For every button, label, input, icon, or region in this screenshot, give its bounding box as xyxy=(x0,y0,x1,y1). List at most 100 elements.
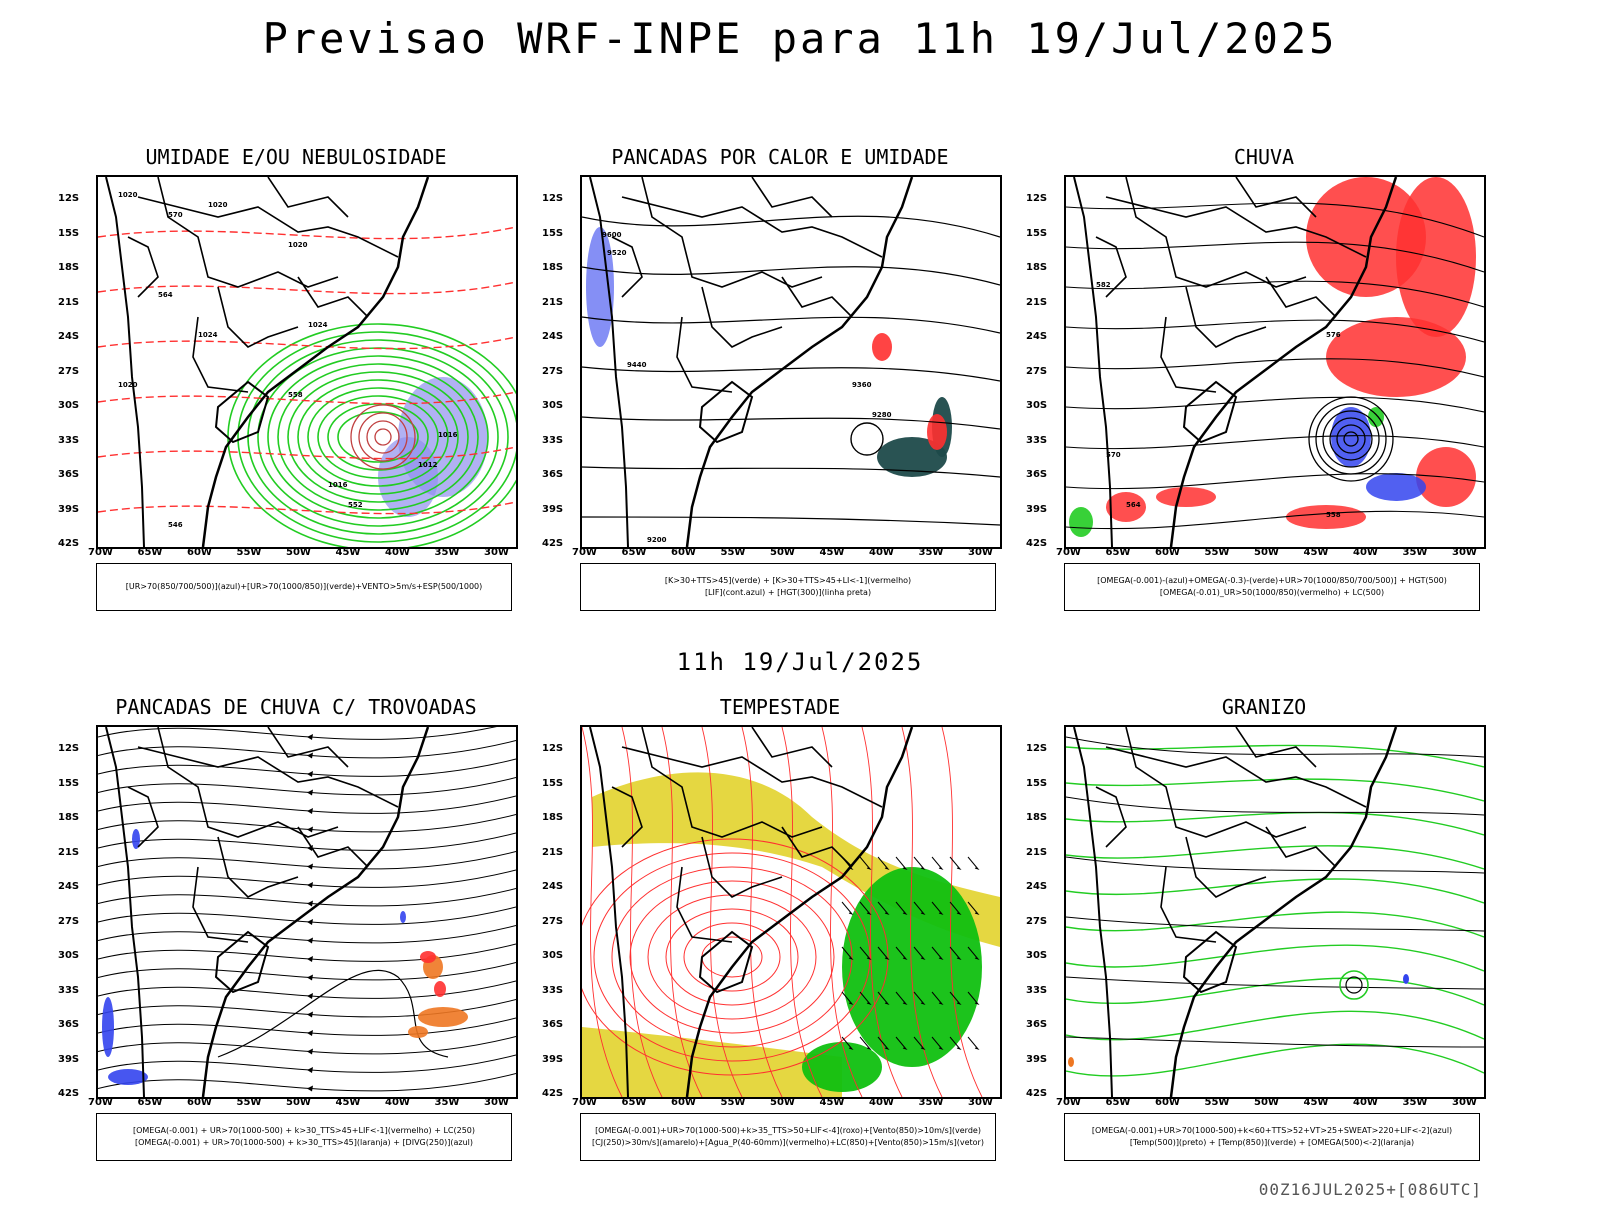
panel-chuva: CHUVA 582 576 570 564 558 [OMEGA(-0.001)-(az… xyxy=(1014,145,1514,655)
lon-tick-label: 70W xyxy=(1056,547,1081,558)
panel-title: PANCADAS DE CHUVA C/ TROVOADAS xyxy=(115,695,477,719)
lat-tick-label: 39S xyxy=(542,503,564,515)
lon-tick-label: 55W xyxy=(1204,547,1230,558)
lon-tick-label: 65W xyxy=(621,547,647,558)
lon-tick-label: 45W xyxy=(819,1097,845,1108)
lat-tick-label: 18S xyxy=(58,812,80,823)
lat-tick-label: 33S xyxy=(1026,984,1048,996)
panel-legend: [OMEGA(-0.001)-(azul)+OMEGA(-0.3)-(verde… xyxy=(1064,563,1480,611)
panel-legend: [UR>70(850/700/500)](azul)+[UR>70(1000/8… xyxy=(96,563,512,611)
legend-line-1: [OMEGA(-0.001)+UR>70(1000-500)+k<60+TTS>… xyxy=(1091,1126,1453,1135)
panel-legend: [OMEGA(-0.001)+UR>70(1000-500)+k<60+TTS>… xyxy=(1064,1113,1480,1161)
lon-tick-label: 60W xyxy=(187,1097,212,1108)
contour-label: 1020 xyxy=(208,201,228,209)
contour-label: 546 xyxy=(168,521,183,529)
lat-tick-label: 24S xyxy=(58,881,80,892)
model-run-label: 00Z16JUL2025+[086UTC] xyxy=(1258,1180,1482,1199)
lat-tick-label: 27S xyxy=(1026,915,1048,927)
contour-label: 1016 xyxy=(328,481,348,489)
lat-tick-label: 15S xyxy=(542,777,564,789)
map-tempestade xyxy=(580,725,1002,1099)
contour-label: 9600 xyxy=(602,231,622,239)
map-granizo xyxy=(1064,725,1486,1099)
lat-tick-label: 12S xyxy=(58,193,80,204)
lon-tick-label: 60W xyxy=(671,1097,696,1108)
lon-tick-label: 70W xyxy=(1056,1097,1081,1108)
lat-tick-label: 27S xyxy=(58,915,80,927)
contour-label: 1020 xyxy=(118,381,138,389)
lon-tick-label: 50W xyxy=(1254,1097,1279,1108)
lat-tick-label: 27S xyxy=(1026,365,1048,377)
lon-tick-label: 45W xyxy=(1303,1097,1329,1108)
lat-tick-label: 18S xyxy=(542,812,564,823)
panel-tempestade: TEMPESTADE [OMEGA(-0.001)+UR>70(1000-500… xyxy=(530,695,1030,1205)
lat-tick-label: 30S xyxy=(1026,950,1048,961)
lon-tick-label: 45W xyxy=(335,547,361,558)
lon-tick-label: 50W xyxy=(770,547,795,558)
legend-line-1: [K>30+TTS>45](verde) + [K>30+TTS>45+LI<-… xyxy=(664,576,912,585)
legend-line-2: [CJ(250)>30m/s](amarelo)+[Agua_P(40-60mm… xyxy=(592,1138,984,1147)
lat-tick-label: 21S xyxy=(58,296,80,308)
lat-tick-label: 21S xyxy=(542,846,564,858)
lat-tick-label: 36S xyxy=(58,469,80,480)
lat-tick-label: 42S xyxy=(58,1088,80,1099)
lat-tick-label: 18S xyxy=(58,262,80,273)
lon-tick-label: 70W xyxy=(572,1097,597,1108)
panel-title: CHUVA xyxy=(1233,145,1295,169)
lat-tick-label: 21S xyxy=(542,296,564,308)
lat-tick-label: 24S xyxy=(58,331,80,342)
lat-tick-label: 24S xyxy=(542,881,564,892)
map-chuva: 582 576 570 564 558 xyxy=(1064,175,1486,549)
contour-label: 1016 xyxy=(438,431,458,439)
panel-granizo: GRANIZO [OMEGA(-0.001)+UR>70(1000-500)+k… xyxy=(1014,695,1514,1205)
contour-label: 1012 xyxy=(418,461,438,469)
lat-tick-label: 36S xyxy=(1026,1019,1048,1030)
lon-tick-label: 55W xyxy=(236,1097,262,1108)
lon-tick-label: 60W xyxy=(1155,547,1180,558)
lat-tick-label: 24S xyxy=(1026,881,1048,892)
panel-umidade: UMIDADE E/OU NEBULOSIDADE 1020 1020 1020 10… xyxy=(46,145,546,655)
lon-tick-label: 55W xyxy=(720,547,746,558)
lat-tick-label: 18S xyxy=(542,262,564,273)
lon-tick-label: 55W xyxy=(1204,1097,1230,1108)
panel-title: PANCADAS POR CALOR E UMIDADE xyxy=(611,145,949,169)
contour-label: 552 xyxy=(348,501,363,509)
lon-tick-label: 70W xyxy=(572,547,597,558)
contour-label: 1020 xyxy=(118,191,138,199)
lon-tick-label: 35W xyxy=(1402,547,1428,558)
lat-tick-label: 12S xyxy=(1026,743,1048,754)
lat-tick-label: 42S xyxy=(58,538,80,549)
contour-label: 9280 xyxy=(872,411,892,419)
legend-line-2: [Temp(500)](preto) + [Temp(850)](verde) … xyxy=(1129,1138,1415,1147)
lon-tick-label: 60W xyxy=(671,547,696,558)
panel-trovoadas: PANCADAS DE CHUVA C/ TROVOADAS [OMEGA(-0… xyxy=(46,695,546,1205)
lon-tick-label: 40W xyxy=(1353,1097,1378,1108)
lon-tick-label: 30W xyxy=(484,1097,509,1108)
panel-pancadas-calor: PANCADAS POR CALOR E UMIDADE 9600 9520 944… xyxy=(530,145,1030,655)
lat-tick-label: 12S xyxy=(58,743,80,754)
lat-tick-label: 39S xyxy=(58,1053,80,1065)
lat-tick-label: 36S xyxy=(542,1019,564,1030)
lat-tick-label: 24S xyxy=(542,331,564,342)
lon-tick-label: 40W xyxy=(385,1097,410,1108)
lat-tick-label: 42S xyxy=(1026,538,1048,549)
panel-title: UMIDADE E/OU NEBULOSIDADE xyxy=(145,145,447,169)
lat-tick-label: 39S xyxy=(1026,503,1048,515)
contour-label: 9440 xyxy=(627,361,647,369)
lon-tick-label: 65W xyxy=(1105,547,1131,558)
lon-tick-label: 55W xyxy=(236,547,262,558)
panel-legend: [OMEGA(-0.001) + UR>70(1000-500) + k>30_… xyxy=(96,1113,512,1161)
lon-tick-label: 45W xyxy=(819,547,845,558)
lon-tick-label: 65W xyxy=(1105,1097,1131,1108)
lat-tick-label: 39S xyxy=(1026,1053,1048,1065)
lon-tick-label: 30W xyxy=(484,547,509,558)
lat-tick-label: 33S xyxy=(58,434,80,446)
legend-line-1: [UR>70(850/700/500)](azul)+[UR>70(1000/8… xyxy=(125,582,483,591)
lat-tick-label: 39S xyxy=(58,503,80,515)
lon-tick-label: 40W xyxy=(385,547,410,558)
lon-tick-label: 30W xyxy=(968,1097,993,1108)
lat-tick-label: 27S xyxy=(58,365,80,377)
lat-tick-label: 15S xyxy=(58,227,80,239)
lat-tick-label: 33S xyxy=(58,984,80,996)
contour-label: 582 xyxy=(1096,281,1111,289)
